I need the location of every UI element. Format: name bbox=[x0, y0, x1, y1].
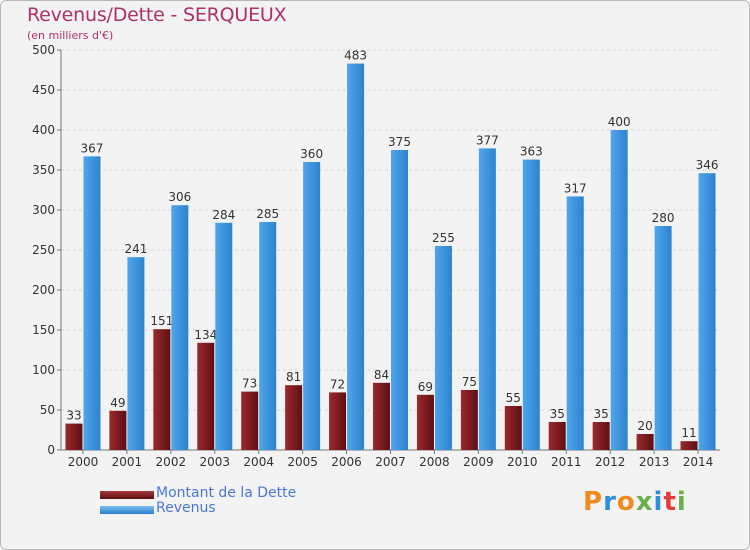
value-label-revenus-2012: 400 bbox=[608, 115, 631, 129]
bar-revenus-2003 bbox=[215, 222, 233, 450]
chart-title: Revenus/Dette - SERQUEUX bbox=[27, 4, 287, 26]
value-label-dette-2002: 151 bbox=[150, 314, 173, 328]
x-tick-label-2001: 2001 bbox=[112, 455, 143, 469]
bar-revenus-2012 bbox=[610, 130, 628, 450]
x-tick-label-2013: 2013 bbox=[639, 455, 670, 469]
value-label-revenus-2010: 363 bbox=[520, 145, 543, 159]
y-tick-label: 350 bbox=[32, 163, 55, 177]
bar-dette-2009 bbox=[460, 390, 478, 450]
value-label-revenus-2001: 241 bbox=[124, 242, 147, 256]
legend-swatch-revenus bbox=[100, 506, 154, 514]
y-tick-label: 500 bbox=[32, 43, 55, 57]
y-tick-label: 150 bbox=[32, 323, 55, 337]
bar-dette-2003 bbox=[197, 342, 215, 450]
bar-revenus-2001 bbox=[127, 257, 145, 450]
y-tick-label: 250 bbox=[32, 243, 55, 257]
bar-revenus-2010 bbox=[522, 159, 540, 450]
value-label-revenus-2000: 367 bbox=[81, 141, 104, 155]
bar-dette-2005 bbox=[285, 385, 303, 450]
x-tick-label-2003: 2003 bbox=[199, 455, 230, 469]
value-label-revenus-2011: 317 bbox=[564, 181, 587, 195]
bar-revenus-2011 bbox=[566, 196, 584, 450]
y-tick-label: 200 bbox=[32, 283, 55, 297]
y-tick-label: 300 bbox=[32, 203, 55, 217]
value-label-dette-2007: 84 bbox=[374, 368, 389, 382]
value-label-revenus-2008: 255 bbox=[432, 231, 455, 245]
bar-revenus-2006 bbox=[347, 63, 365, 450]
x-tick-label-2014: 2014 bbox=[683, 455, 714, 469]
value-label-dette-2001: 49 bbox=[110, 396, 125, 410]
bar-dette-2010 bbox=[504, 406, 522, 450]
value-label-dette-2000: 33 bbox=[66, 409, 81, 423]
value-label-revenus-2014: 346 bbox=[696, 158, 719, 172]
bar-dette-2012 bbox=[592, 422, 610, 450]
bar-revenus-2004 bbox=[259, 222, 277, 450]
value-label-dette-2008: 69 bbox=[418, 380, 433, 394]
x-tick-label-2007: 2007 bbox=[375, 455, 406, 469]
value-label-dette-2014: 11 bbox=[681, 426, 696, 440]
value-label-dette-2003: 134 bbox=[194, 328, 217, 342]
x-tick-label-2009: 2009 bbox=[463, 455, 494, 469]
value-label-dette-2012: 35 bbox=[594, 407, 609, 421]
x-tick-label-2008: 2008 bbox=[419, 455, 450, 469]
legend-swatch-dette bbox=[100, 491, 154, 499]
value-label-revenus-2004: 285 bbox=[256, 207, 279, 221]
value-label-dette-2004: 73 bbox=[242, 377, 257, 391]
value-label-dette-2005: 81 bbox=[286, 370, 301, 384]
bar-revenus-2009 bbox=[478, 148, 496, 450]
x-tick-label-2010: 2010 bbox=[507, 455, 538, 469]
bar-revenus-2005 bbox=[303, 162, 321, 450]
value-label-revenus-2009: 377 bbox=[476, 133, 499, 147]
x-tick-label-2012: 2012 bbox=[595, 455, 626, 469]
value-label-revenus-2013: 280 bbox=[652, 211, 675, 225]
x-tick-label-2005: 2005 bbox=[287, 455, 318, 469]
y-tick-label: 400 bbox=[32, 123, 55, 137]
bar-revenus-2013 bbox=[654, 226, 672, 450]
bar-dette-2007 bbox=[373, 382, 390, 450]
y-tick-label: 450 bbox=[32, 83, 55, 97]
bar-dette-2002 bbox=[153, 329, 171, 450]
bar-revenus-2008 bbox=[434, 246, 452, 450]
x-tick-label-2002: 2002 bbox=[156, 455, 187, 469]
value-label-revenus-2006: 483 bbox=[344, 49, 367, 63]
bar-dette-2011 bbox=[548, 422, 566, 450]
bar-dette-2000 bbox=[65, 423, 83, 450]
bar-revenus-2002 bbox=[171, 205, 189, 450]
value-label-dette-2009: 75 bbox=[462, 375, 477, 389]
bar-revenus-2007 bbox=[391, 150, 408, 450]
legend-label-revenus: Revenus bbox=[156, 500, 216, 516]
value-label-dette-2013: 20 bbox=[637, 419, 652, 433]
bar-revenus-2000 bbox=[83, 156, 101, 450]
bar-dette-2013 bbox=[636, 434, 654, 450]
y-tick-label: 50 bbox=[40, 403, 55, 417]
value-label-dette-2006: 72 bbox=[330, 377, 345, 391]
bar-revenus-2014 bbox=[698, 173, 716, 450]
x-tick-label-2000: 2000 bbox=[68, 455, 99, 469]
x-tick-label-2004: 2004 bbox=[243, 455, 274, 469]
value-label-revenus-2007: 375 bbox=[388, 135, 411, 149]
value-label-revenus-2003: 284 bbox=[212, 208, 235, 222]
bar-dette-2001 bbox=[109, 410, 127, 450]
bar-dette-2004 bbox=[241, 391, 259, 450]
value-label-revenus-2002: 306 bbox=[168, 190, 191, 204]
y-tick-label: 0 bbox=[47, 443, 55, 457]
y-tick-label: 100 bbox=[32, 363, 55, 377]
legend-label-dette: Montant de la Dette bbox=[156, 485, 297, 501]
value-label-dette-2011: 35 bbox=[550, 407, 565, 421]
bar-dette-2008 bbox=[416, 394, 434, 450]
x-tick-label-2011: 2011 bbox=[551, 455, 582, 469]
x-tick-label-2006: 2006 bbox=[331, 455, 362, 469]
value-label-revenus-2005: 360 bbox=[300, 147, 323, 161]
bar-dette-2014 bbox=[680, 441, 698, 450]
proxiti-logo: Proxiti bbox=[583, 487, 687, 517]
value-label-dette-2010: 55 bbox=[506, 391, 521, 405]
bar-dette-2006 bbox=[329, 392, 347, 450]
chart-subtitle: (en milliers d'€) bbox=[27, 29, 114, 42]
